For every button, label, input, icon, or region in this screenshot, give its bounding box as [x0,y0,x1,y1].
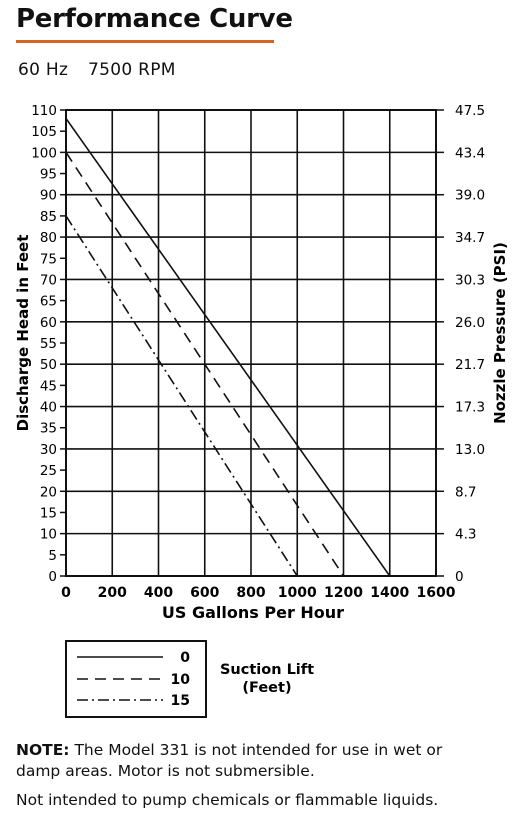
legend-title-unit: (Feet) [242,680,291,696]
y-tick-label: 40 [40,400,57,416]
note-text: The Model 331 is not intended for use in… [16,741,443,780]
y-tick-label: 5 [48,548,57,564]
x-tick-label: 400 [144,585,173,601]
y-tick-label: 65 [40,294,57,310]
y2-tick-label: 34.7 [455,230,485,246]
page-title: Performance Curve [16,4,293,34]
x-tick-label: 200 [98,585,127,601]
y-tick-label: 10 [40,527,57,543]
x-tick-label: 1000 [278,585,317,601]
speed-label: 7500 RPM [87,60,176,80]
note-paragraph: NOTE: The Model 331 is not intended for … [16,740,486,782]
y2-tick-label: 43.4 [455,145,485,161]
y2-tick-label: 8.7 [455,484,476,500]
y2-tick-label: 30.3 [455,272,485,288]
y2-axis-label: Nozzle Pressure (PSI) [491,242,509,424]
y2-tick-label: 13.0 [455,442,485,458]
y2-tick-label: 21.7 [455,357,485,373]
y-tick-label: 110 [31,103,57,119]
y-tick-label: 0 [48,569,57,585]
legend-label-15: 15 [171,693,190,709]
y2-tick-label: 4.3 [455,527,476,543]
title-underline [16,40,274,43]
x-tick-label: 600 [190,585,219,601]
chart-subtitle: 60 Hz 7500 RPM [18,60,190,80]
y2-tick-label: 47.5 [455,103,485,119]
axis-ticks: 0 200 400 600 800 1000 1200 1400 160005101520253… [31,103,485,601]
series-line-10 [65,151,345,577]
x-tick-label: 1600 [417,585,456,601]
note-chemicals: Not intended to pump chemicals or flamma… [16,791,439,809]
y-tick-label: 105 [31,124,57,140]
x-tick-label: 1200 [324,585,363,601]
performance-chart: 0 200 400 600 800 1000 1200 1400 160005101520253… [14,103,509,718]
frequency-label: 60 Hz [18,60,69,80]
series-line-0 [65,118,391,577]
y-tick-label: 35 [40,421,57,437]
y-tick-label: 90 [40,188,57,204]
y-tick-label: 25 [40,463,57,479]
y-tick-label: 100 [31,145,57,161]
x-axis-label: US Gallons Per Hour [162,603,344,622]
y2-tick-label: 0 [455,569,464,585]
x-tick-label: 0 [61,585,71,601]
series-line-15 [65,215,298,577]
y-tick-label: 55 [40,336,57,352]
legend: 0 10 15 Suction Lift (Feet) [65,640,314,718]
y-axis-label: Discharge Head in Feet [14,235,32,432]
note-label: NOTE: [16,741,70,759]
y-tick-label: 80 [40,230,57,246]
y-tick-label: 75 [40,251,57,267]
y-tick-label: 50 [40,357,57,373]
y2-tick-label: 26.0 [455,315,485,331]
legend-box [65,640,207,718]
x-tick-label: 800 [236,585,265,601]
y-tick-label: 30 [40,442,57,458]
y-tick-label: 95 [40,167,57,183]
series-lines [65,118,391,577]
y-tick-label: 85 [40,209,57,225]
legend-label-0: 0 [180,650,190,666]
y-tick-label: 70 [40,272,57,288]
y-tick-label: 15 [40,505,57,521]
y-tick-label: 45 [40,378,57,394]
legend-title: Suction Lift [220,662,314,678]
y-tick-label: 60 [40,315,57,331]
y2-tick-label: 17.3 [455,400,485,416]
y2-tick-label: 39.0 [455,188,485,204]
y-tick-label: 20 [40,484,57,500]
x-tick-label: 1400 [370,585,409,601]
legend-label-10: 10 [171,672,191,688]
grid-lines [65,109,437,577]
